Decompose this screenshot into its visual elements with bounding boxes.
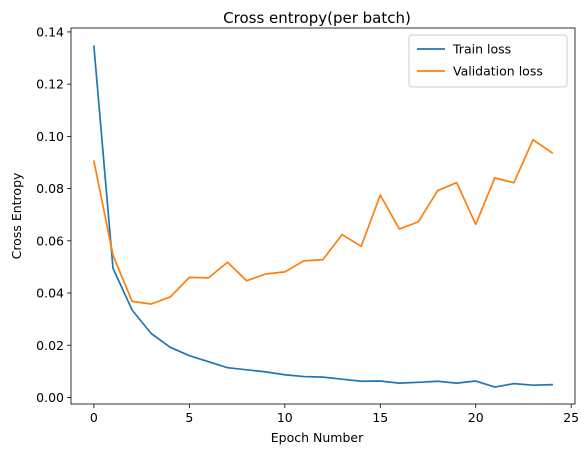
x-tick-label: 0 <box>90 410 98 425</box>
x-tick-label: 15 <box>372 410 388 425</box>
y-tick-label: 0.08 <box>36 181 64 196</box>
y-tick-label: 0.02 <box>36 338 64 353</box>
plot-area <box>70 27 576 405</box>
legend: Train loss Validation loss <box>408 34 568 88</box>
x-tick-label: 20 <box>468 410 484 425</box>
train-loss-line <box>92 45 553 388</box>
x-tick-label: 10 <box>277 410 293 425</box>
y-axis-ticks: 0.00 0.02 0.04 0.06 0.08 0.10 0.12 0.14 <box>36 24 71 405</box>
legend-label-validation-loss: Validation loss <box>453 64 543 79</box>
x-axis-ticks: 0 5 10 15 20 25 <box>90 404 579 425</box>
x-tick-label: 5 <box>185 410 193 425</box>
legend-label-train-loss: Train loss <box>452 42 511 57</box>
x-tick-label: 25 <box>563 410 579 425</box>
y-tick-label: 0.12 <box>36 77 64 92</box>
y-tick-label: 0.14 <box>36 24 64 39</box>
x-axis-label: Epoch Number <box>271 430 364 445</box>
validation-loss-line <box>92 138 554 305</box>
y-tick-label: 0.10 <box>36 129 64 144</box>
plot-frame <box>70 27 576 405</box>
series-lines <box>92 45 554 388</box>
y-tick-label: 0.06 <box>36 233 64 248</box>
y-tick-label: 0.00 <box>36 390 64 405</box>
y-tick-label: 0.04 <box>36 286 64 301</box>
y-axis-label: Cross Entropy <box>9 172 24 259</box>
chart-title: Cross entropy(per batch) <box>223 9 411 27</box>
legend-box <box>408 34 568 88</box>
